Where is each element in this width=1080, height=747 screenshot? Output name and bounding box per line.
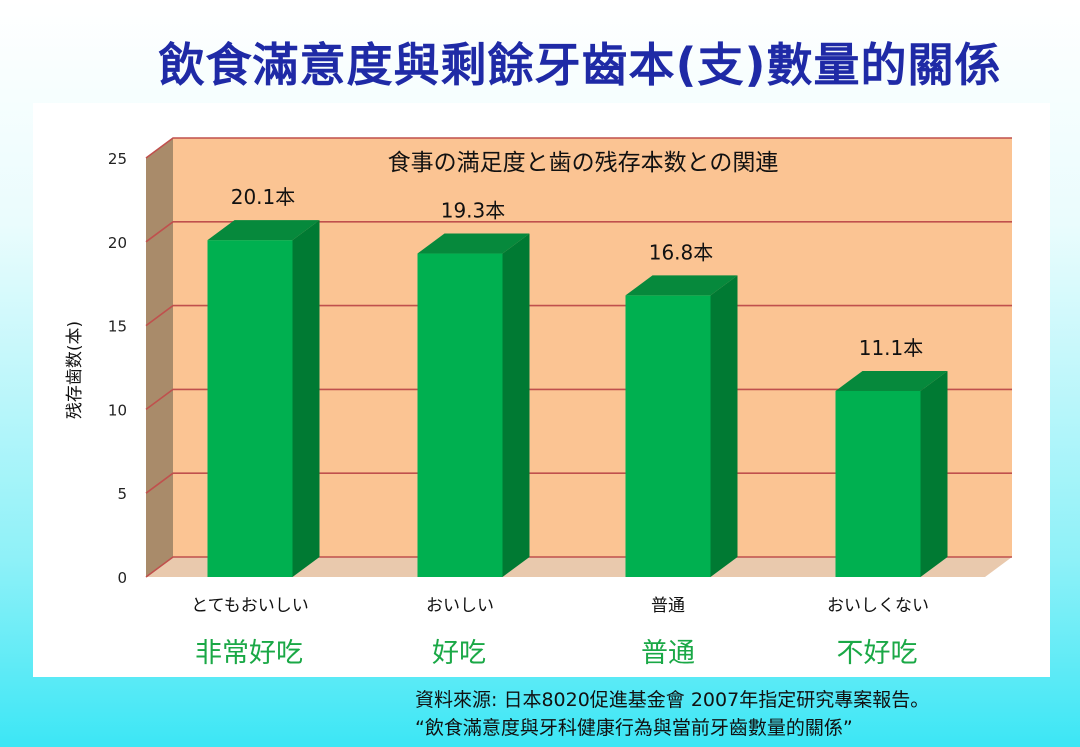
cn-label-2: 普通	[641, 638, 695, 669]
x-tick-label: おいしい	[426, 596, 494, 616]
plot-floor	[146, 557, 1012, 577]
chart-title: 食事の満足度と歯の残存本数との関連	[388, 150, 779, 176]
x-tick-label: とてもおいしい	[191, 596, 309, 616]
bar-top	[835, 370, 948, 391]
bar-top	[625, 275, 738, 296]
x-tick-label: 普通	[651, 596, 685, 616]
data-label: 16.8本	[649, 240, 714, 264]
source-citation: 資料來源: 日本8020促進基金會 2007年指定研究專案報告。 “飲食滿意度與…	[415, 686, 929, 742]
y-axis-title: 残存歯数(本)	[65, 321, 85, 419]
bar-side	[920, 370, 948, 577]
bar-side	[292, 220, 320, 577]
y-tick-label: 20	[108, 234, 127, 252]
data-label: 20.1本	[231, 185, 296, 209]
y-tick-label: 25	[108, 150, 127, 168]
x-tick-label: おいしくない	[827, 596, 929, 616]
cn-label-3: 不好吃	[836, 638, 918, 669]
y-tick-label: 5	[117, 485, 127, 503]
bar-side	[710, 275, 738, 577]
y-tick-label: 10	[108, 401, 127, 419]
cn-label-0: 非常好吃	[195, 638, 303, 669]
y-tick-label: 0	[117, 569, 127, 587]
data-label: 19.3本	[441, 199, 506, 223]
bar-side	[502, 233, 530, 578]
slide-title: 飲食滿意度與剩餘牙齒本(支)數量的關係	[158, 38, 1002, 92]
source-line-2: “飲食滿意度與牙科健康行為與當前牙齒數量的關係”	[415, 717, 853, 739]
bar	[417, 253, 503, 578]
bar	[207, 240, 293, 577]
source-line-1: 資料來源: 日本8020促進基金會 2007年指定研究專案報告。	[415, 689, 930, 711]
gridline	[145, 221, 1012, 243]
bar	[835, 390, 921, 577]
bar	[625, 295, 711, 577]
gridline	[145, 137, 1012, 159]
cn-label-1: 好吃	[432, 638, 486, 669]
plot-side-wall	[146, 138, 173, 577]
bar-top	[417, 233, 530, 254]
bar-top	[207, 220, 320, 241]
y-tick-label: 15	[108, 318, 127, 336]
data-label: 11.1本	[859, 336, 924, 360]
